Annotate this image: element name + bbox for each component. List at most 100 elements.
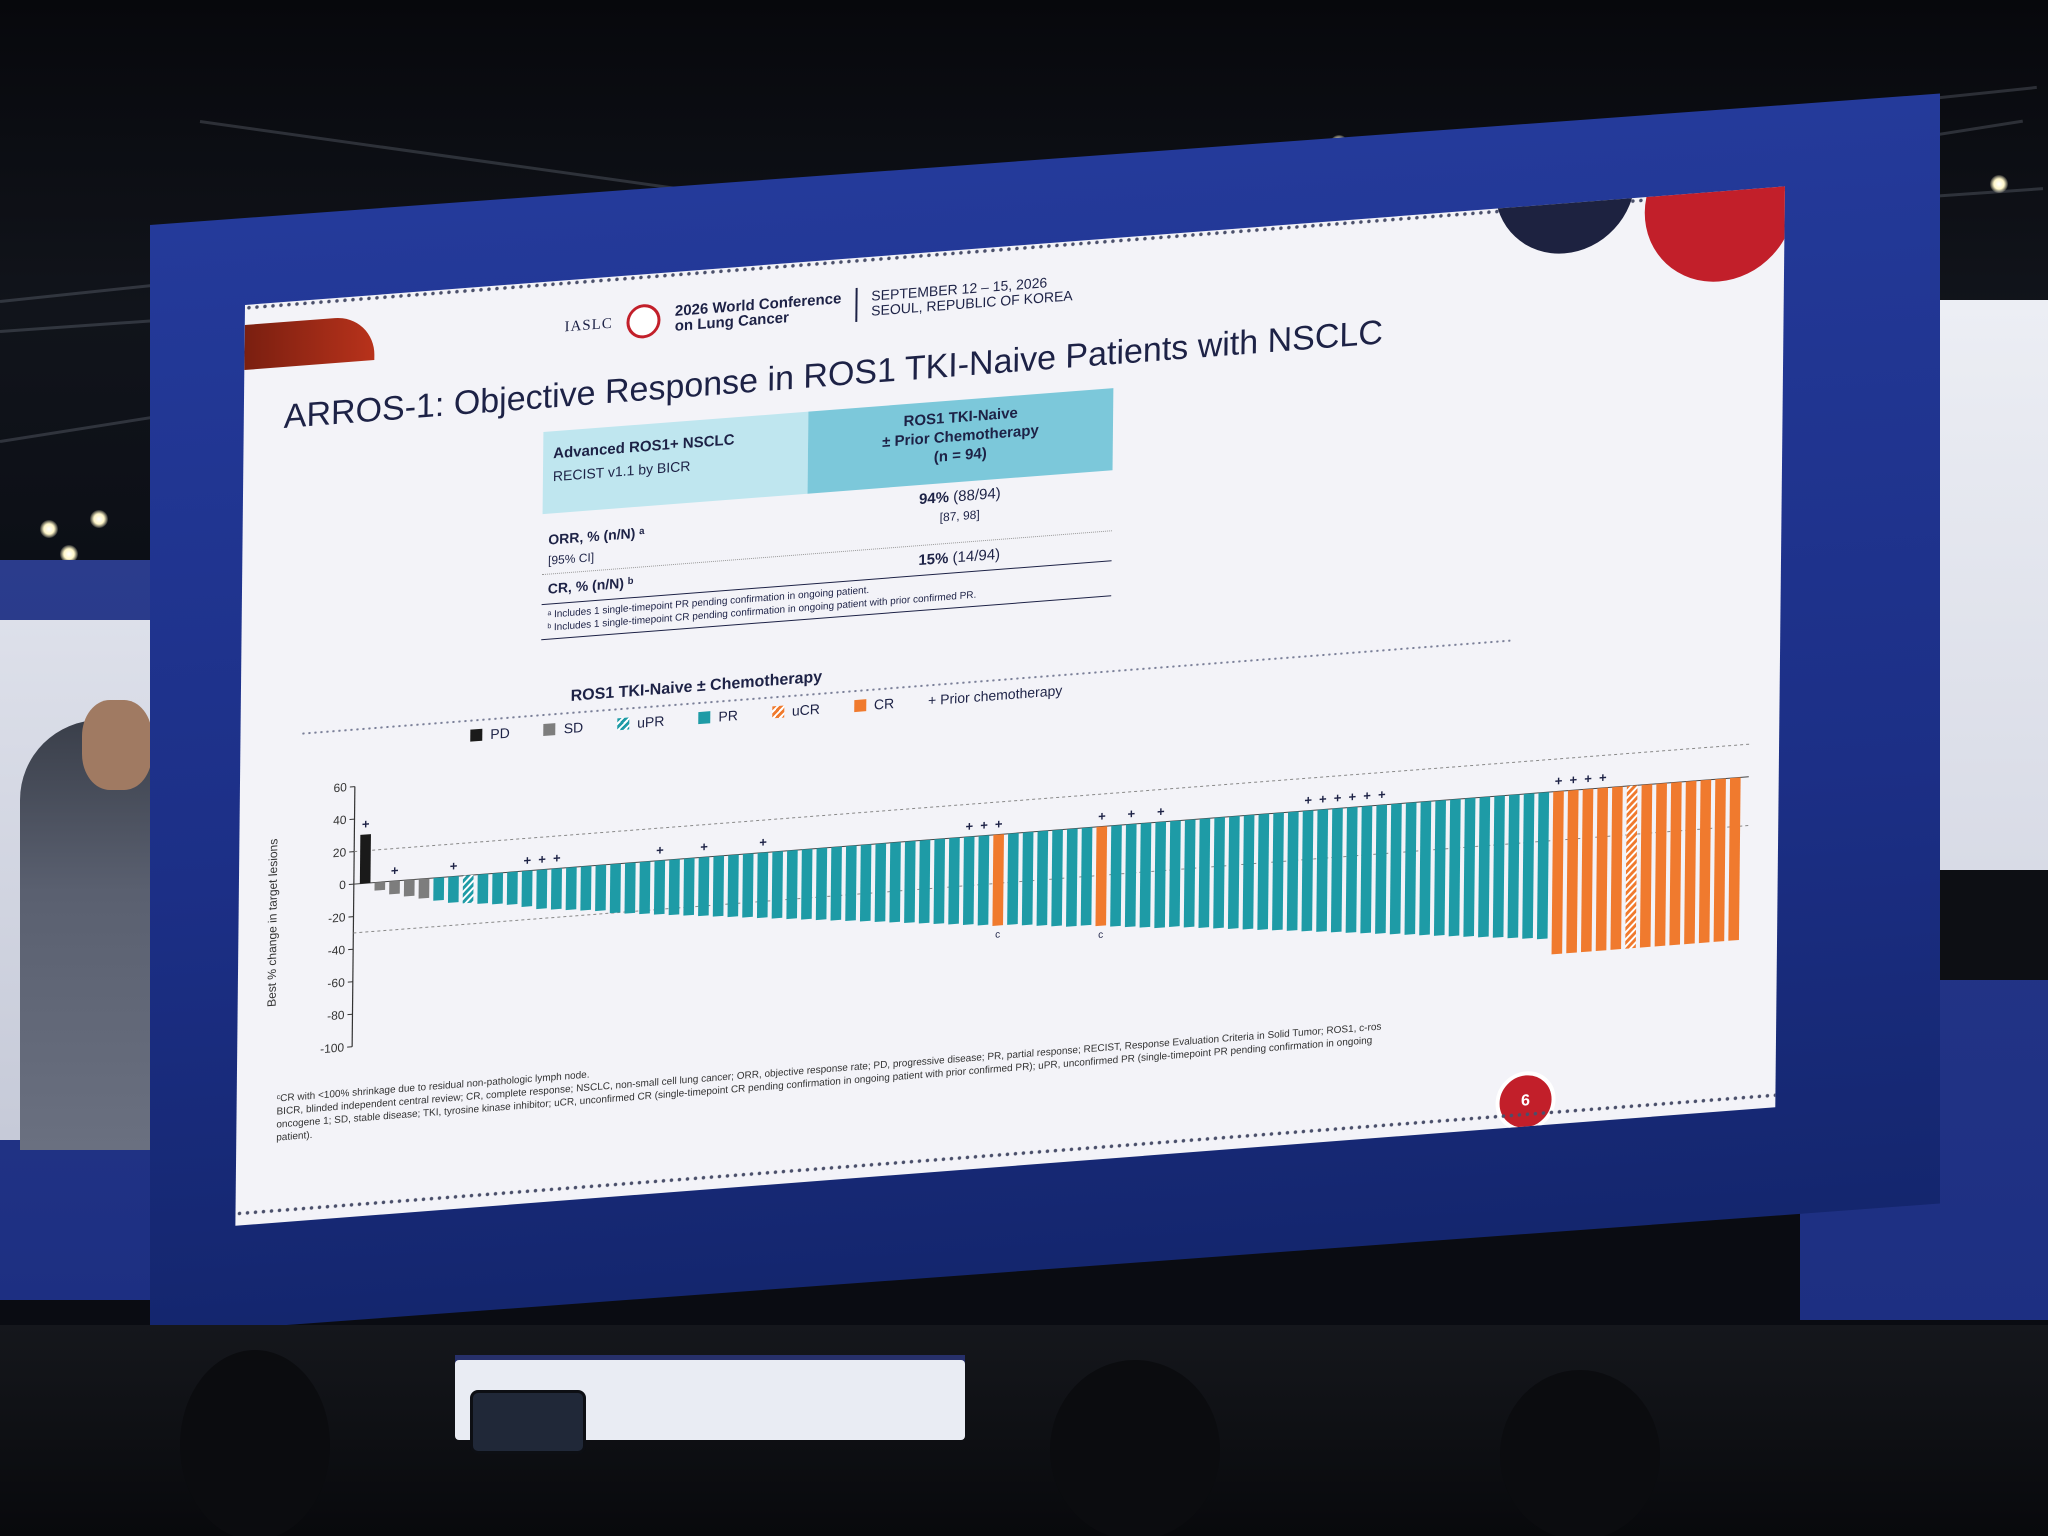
waterfall-bar — [1139, 822, 1152, 928]
waterfall-bar — [1433, 800, 1446, 936]
waterfall-bar — [389, 880, 400, 895]
waterfall-bar — [506, 871, 518, 905]
ceiling-light — [40, 520, 58, 538]
waterfall-bar — [550, 868, 562, 910]
legend-item-ucr: uCR — [771, 700, 820, 721]
waterfall-bar — [1095, 826, 1108, 927]
legend-label-ucr: uCR — [791, 700, 820, 719]
waterfall-bar — [948, 837, 960, 925]
prior-chemo-marker: + — [538, 851, 546, 867]
prior-chemo-marker: + — [1304, 792, 1312, 808]
orr-percent: 94% — [918, 488, 950, 509]
waterfall-bar — [1301, 810, 1314, 932]
conference-date: SEPTEMBER 12 – 15, 2026 SEOUL, REPUBLIC … — [871, 274, 1073, 319]
logo-divider — [855, 287, 858, 323]
waterfall-bar — [1492, 795, 1505, 938]
waterfall-bar — [477, 873, 489, 904]
waterfall-bar — [580, 865, 592, 911]
waterfall-bar — [771, 851, 783, 919]
waterfall-bar — [1639, 784, 1653, 948]
prior-chemo-marker: + — [450, 858, 458, 874]
legend-item-prior-chemo: + Prior chemotherapy — [928, 682, 1062, 708]
cr-percent: 15% — [918, 549, 949, 570]
waterfall-bar — [565, 866, 577, 911]
y-tick-label: 20 — [333, 845, 347, 860]
prior-chemo-marker: + — [1555, 773, 1563, 789]
ceiling-light — [1990, 175, 2008, 193]
y-tick-label: -80 — [327, 1008, 345, 1023]
waterfall-bar — [1360, 805, 1373, 934]
cr-label: CR, % (n/N) ᵇ — [547, 574, 634, 597]
iaslc-logo: IASLC — [564, 315, 613, 335]
reference-line — [353, 825, 1749, 934]
waterfall-bar — [727, 854, 739, 918]
legend-item-cr: CR — [853, 695, 895, 714]
prior-chemo-marker: + — [1098, 808, 1106, 824]
waterfall-bar — [609, 863, 621, 914]
legend-item-pr: PR — [698, 707, 738, 726]
waterfall-bar — [1684, 780, 1697, 945]
waterfall-bar — [374, 881, 386, 891]
legend-swatch-sd — [543, 723, 556, 737]
speaker-head — [82, 700, 152, 790]
waterfall-bar — [977, 835, 990, 926]
waterfall-bar — [1316, 809, 1329, 932]
waterfall-bar — [536, 869, 548, 910]
y-axis-label: Best % change in target lesions — [265, 838, 281, 1007]
waterfall-bar — [668, 859, 680, 916]
waterfall-bar — [712, 855, 725, 917]
waterfall-bar — [756, 852, 769, 919]
y-tick-label: -20 — [328, 910, 346, 925]
waterfall-bar — [447, 876, 459, 903]
waterfall-bar — [1419, 801, 1432, 936]
footnote-c-marker: c — [1098, 930, 1103, 941]
waterfall-bar — [1198, 818, 1211, 928]
orr-count: (88/94) — [948, 484, 1001, 506]
waterfall-bar — [418, 878, 430, 899]
waterfall-bar — [698, 856, 710, 917]
legend-label-cr: CR — [873, 695, 895, 713]
legend-item-pd: PD — [470, 725, 510, 744]
waterfall-bar — [1110, 825, 1122, 927]
waterfall-bar — [1566, 789, 1579, 954]
waterfall-bar — [933, 838, 946, 925]
waterfall-bar — [1669, 781, 1682, 946]
waterfall-bar — [1286, 811, 1299, 931]
y-tick-label: -60 — [327, 975, 345, 990]
conference-logo: IASLC 2026 World Conference on Lung Canc… — [564, 271, 1073, 344]
response-table: Advanced ROS1+ NSCLC RECIST v1.1 by BICR… — [541, 388, 1114, 641]
conference-seal-icon — [626, 302, 662, 340]
waterfall-bar — [1728, 777, 1741, 941]
ceiling-light — [60, 545, 78, 563]
prior-chemo-marker: + — [1570, 772, 1578, 788]
prior-chemo-marker: + — [1157, 804, 1165, 820]
waterfall-bar — [845, 845, 857, 922]
waterfall-bar — [1375, 804, 1388, 934]
legend-swatch-pr — [698, 711, 711, 725]
waterfall-bar — [889, 842, 901, 923]
prior-chemo-marker: + — [980, 817, 988, 833]
legend-label-pr: PR — [718, 707, 738, 725]
waterfall-bar — [595, 864, 607, 912]
waterfall-bar — [1389, 803, 1402, 935]
waterfall-bar — [1713, 778, 1726, 942]
waterfall-bar — [1080, 827, 1093, 926]
audience-head — [180, 1350, 330, 1536]
waterfall-bar — [1654, 783, 1667, 947]
waterfall-bar — [403, 879, 415, 897]
waterfall-bar — [962, 836, 975, 925]
y-tick-label: 0 — [339, 878, 346, 893]
legend-label-sd: SD — [563, 718, 584, 737]
waterfall-bar — [1036, 830, 1049, 926]
presentation-slide: IASLC 2026 World Conference on Lung Canc… — [235, 186, 1785, 1226]
waterfall-bar — [918, 839, 931, 924]
prior-chemo-marker: + — [1363, 788, 1371, 804]
waterfall-bar — [1448, 798, 1461, 937]
legend-swatch-ucr — [771, 705, 784, 719]
prior-chemo-marker: + — [1128, 806, 1136, 822]
waterfall-bar — [653, 860, 666, 915]
prior-chemo-marker: + — [995, 816, 1003, 832]
waterfall-bar — [874, 843, 887, 923]
waterfall-bar — [1154, 821, 1167, 929]
y-tick-label: 40 — [333, 813, 347, 828]
